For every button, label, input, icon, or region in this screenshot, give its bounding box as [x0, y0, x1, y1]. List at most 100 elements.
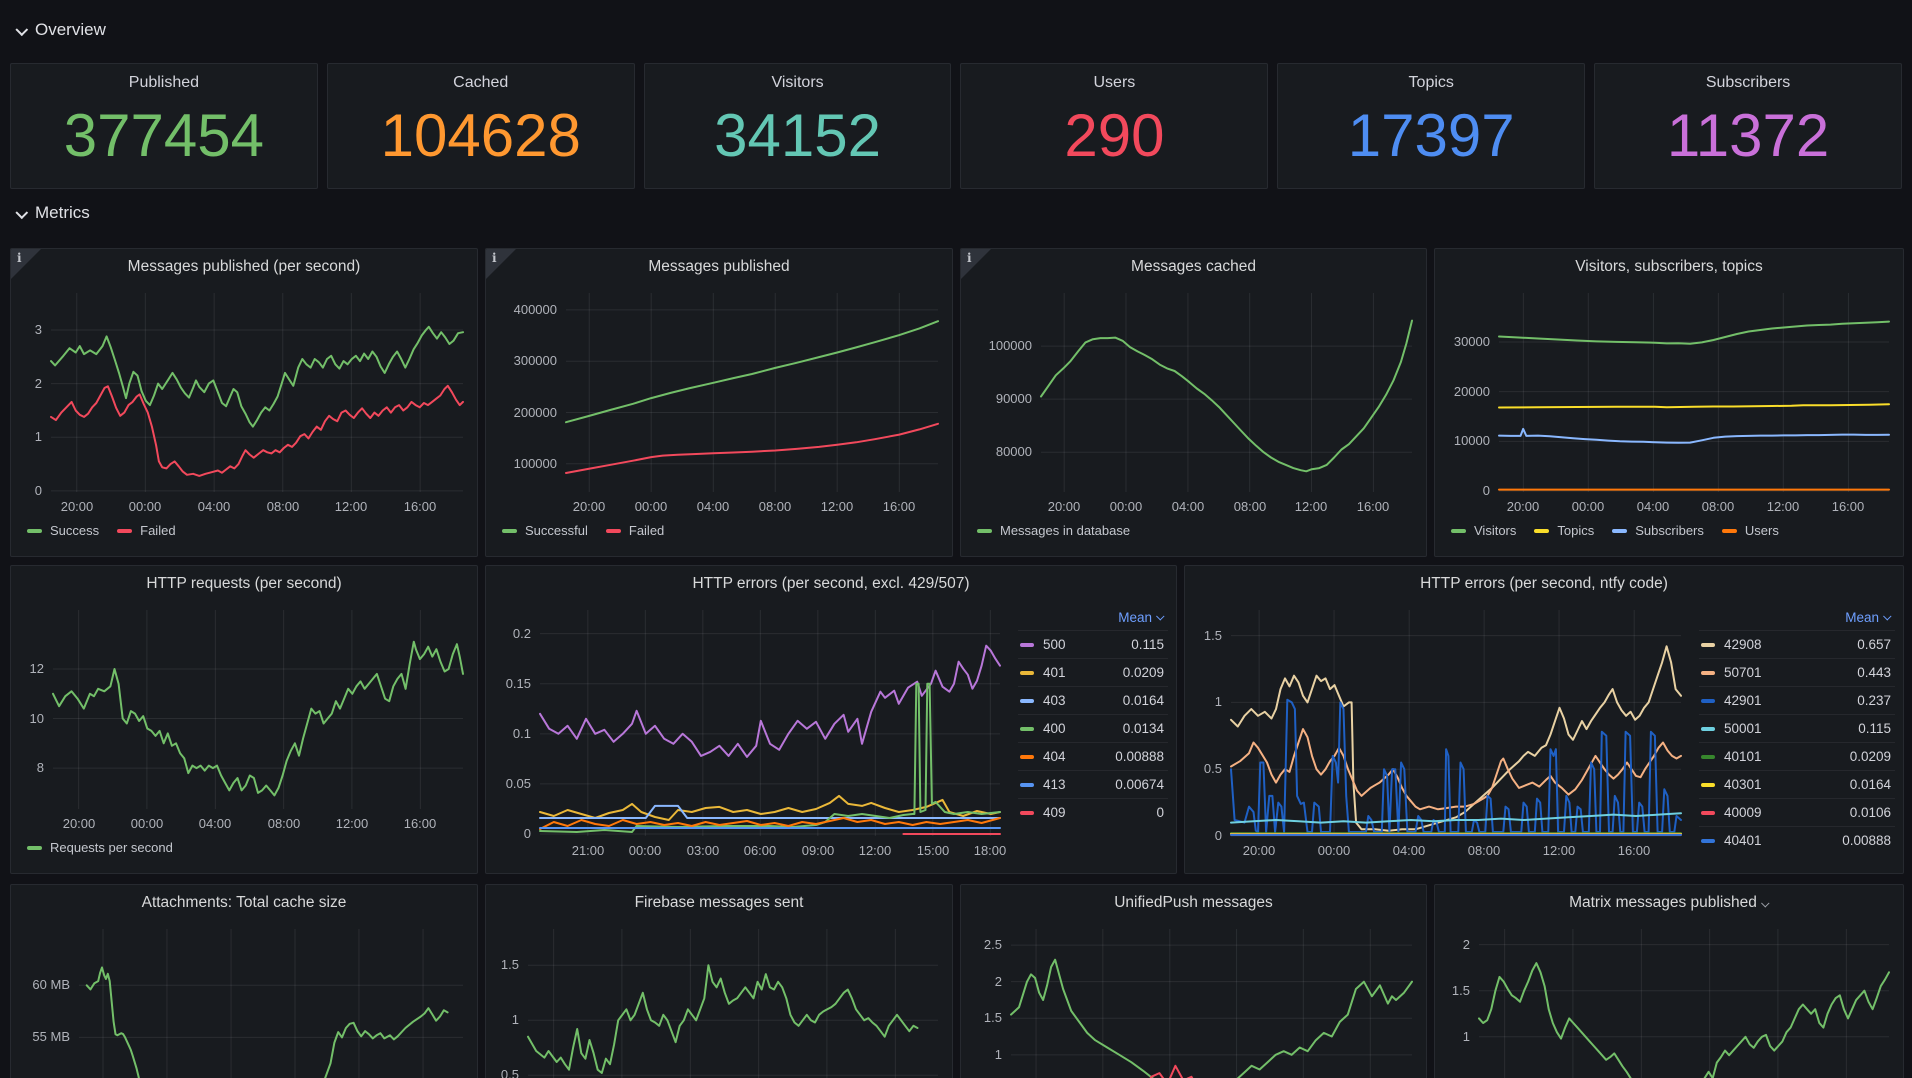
stat-title: Subscribers [1705, 74, 1791, 91]
legend-item-subscribers[interactable]: Subscribers [1612, 523, 1704, 538]
y-axis-tick: 300000 [513, 353, 557, 368]
panel-title[interactable]: UnifiedPush messages [961, 894, 1426, 912]
y-axis-tick: 12 [29, 661, 44, 676]
legend-row-403: 403 0.0164 [1018, 686, 1168, 714]
legend-series-name[interactable]: 409 [1043, 805, 1066, 820]
chevron-down-icon [1156, 612, 1165, 621]
legend-item-failed[interactable]: Failed [117, 523, 176, 538]
panel-title[interactable]: HTTP requests (per second) [11, 575, 477, 593]
legend-mean-value: 0.00674 [1115, 777, 1164, 792]
legend-series-name[interactable]: 500 [1043, 637, 1066, 652]
legend-mean-label: Mean [1118, 609, 1152, 625]
legend-swatch [1020, 726, 1034, 731]
legend-mean-value: 0.0209 [1122, 665, 1164, 680]
y-axis-tick: 100000 [513, 456, 557, 471]
legend-item-success[interactable]: Success [27, 523, 99, 538]
section-header-overview[interactable]: Overview [15, 20, 106, 40]
legend-mean-header[interactable]: Mean [1018, 604, 1168, 630]
panel-http-errors-excl: HTTP errors (per second, excl. 429/507) 0… [485, 565, 1177, 874]
y-axis-tick: 80000 [995, 444, 1032, 459]
legend-mean-value: 0 [1156, 805, 1164, 820]
panel-title[interactable]: HTTP errors (per second, ntfy code) [1185, 575, 1903, 593]
stat-title: Visitors [771, 74, 824, 91]
panel-messages-published-per-second: i Messages published (per second) 0 1 2 3 20:0… [10, 248, 478, 557]
legend-series-name[interactable]: 40301 [1724, 777, 1762, 792]
panel-title-text: HTTP errors (per second, excl. 429/507) [692, 575, 970, 592]
legend-mean-label: Mean [1845, 609, 1879, 625]
legend-series-name[interactable]: 400 [1043, 721, 1066, 736]
legend: Messages in database [977, 523, 1130, 538]
panel-title[interactable]: Matrix messages published [1435, 894, 1903, 912]
y-axis-tick: 100000 [988, 338, 1032, 353]
info-icon[interactable]: i [17, 251, 22, 265]
legend-row-50001: 50001 0.115 [1699, 714, 1895, 742]
y-axis-tick: 1 [1462, 1029, 1470, 1044]
legend-label: Visitors [1474, 523, 1517, 538]
legend-mean-value: 0.0164 [1122, 693, 1164, 708]
panel-info-icon[interactable] [486, 249, 516, 279]
legend-mean-value: 0.115 [1131, 637, 1164, 652]
y-axis-tick: 200000 [513, 405, 557, 420]
legend-item-users[interactable]: Users [1721, 523, 1779, 538]
legend-series-name[interactable]: 40101 [1724, 749, 1762, 764]
legend-swatch [1701, 698, 1715, 703]
section-header-metrics[interactable]: Metrics [15, 203, 90, 223]
legend-item-successful[interactable]: Successful [502, 523, 588, 538]
y-axis-tick: 2.5 [983, 937, 1002, 952]
legend-swatch [1701, 726, 1715, 731]
legend-row-40101: 40101 0.0209 [1699, 742, 1895, 770]
stat-title: Cached [453, 74, 509, 91]
panel-visitors-subscribers-topics: Visitors, subscribers, topics 0 10000 20000… [1434, 248, 1904, 557]
legend-row-404: 404 0.00888 [1018, 742, 1168, 770]
stat-panels-row: Published 377454 Cached 104628 Visitors 34152… [10, 63, 1902, 189]
stat-value: 34152 [714, 102, 881, 169]
panel-title[interactable]: Visitors, subscribers, topics [1435, 258, 1903, 276]
legend-series-name[interactable]: 413 [1043, 777, 1066, 792]
panel-title[interactable]: Attachments: Total cache size [11, 894, 477, 912]
chevron-down-icon [15, 22, 29, 36]
legend-series-name[interactable]: 403 [1043, 693, 1066, 708]
legend-label: Failed [628, 523, 665, 538]
panel-title-text: Matrix messages published [1569, 894, 1757, 911]
y-axis-tick: 1.5 [500, 957, 519, 972]
stat-panel-cached: Cached 104628 [326, 63, 635, 189]
legend-item-topics[interactable]: Topics [1534, 523, 1594, 538]
legend-item-visitors[interactable]: Visitors [1451, 523, 1516, 538]
panel-http-requests-per-second: HTTP requests (per second) 8 10 12 20:00 00:0… [10, 565, 478, 874]
panel-title[interactable]: Messages published (per second) [11, 258, 477, 276]
y-axis-tick: 2 [34, 376, 42, 391]
legend-series-name[interactable]: 401 [1043, 665, 1066, 680]
y-axis-tick: 1 [511, 1012, 519, 1027]
legend-series-name[interactable]: 50701 [1724, 665, 1762, 680]
panel-title[interactable]: HTTP errors (per second, excl. 429/507) [486, 575, 1176, 593]
legend-series-name[interactable]: 40009 [1724, 805, 1762, 820]
panel-matrix-messages-published: Matrix messages published0.511.5220:0000… [1434, 884, 1904, 1078]
stat-value: 377454 [63, 102, 265, 169]
legend-mean-header[interactable]: Mean [1699, 604, 1895, 630]
legend-item-requests-per-second[interactable]: Requests per second [27, 840, 173, 855]
y-axis-tick: 2 [1462, 937, 1470, 952]
legend-row-413: 413 0.00674 [1018, 770, 1168, 798]
legend-row-401: 401 0.0209 [1018, 658, 1168, 686]
legend-series-name[interactable]: 404 [1043, 749, 1066, 764]
legend-item-messages-in-database[interactable]: Messages in database [977, 523, 1130, 538]
legend-label: Failed [140, 523, 176, 538]
legend-label: Success [50, 523, 100, 538]
panel-title[interactable]: Firebase messages sent [486, 894, 952, 912]
panel-unifiedpush-messages: UnifiedPush messages11.522.520:0000:0004… [960, 884, 1427, 1078]
legend-series-name[interactable]: 50001 [1724, 721, 1762, 736]
info-icon[interactable]: i [492, 251, 497, 265]
y-axis-tick: 1.5 [1203, 628, 1222, 643]
legend-label: Topics [1557, 523, 1595, 538]
stat-value: 11372 [1666, 102, 1830, 169]
panel-info-icon[interactable] [11, 249, 41, 279]
legend-item-failed[interactable]: Failed [605, 523, 665, 538]
panel-title[interactable]: Messages published [486, 258, 952, 276]
panel-title[interactable]: Messages cached [961, 258, 1426, 276]
legend-series-name[interactable]: 40401 [1724, 833, 1762, 848]
legend-swatch [1701, 670, 1715, 675]
legend-series-name[interactable]: 42908 [1724, 637, 1762, 652]
panel-info-icon[interactable] [961, 249, 991, 279]
legend-series-name[interactable]: 42901 [1724, 693, 1762, 708]
info-icon[interactable]: i [967, 251, 972, 265]
